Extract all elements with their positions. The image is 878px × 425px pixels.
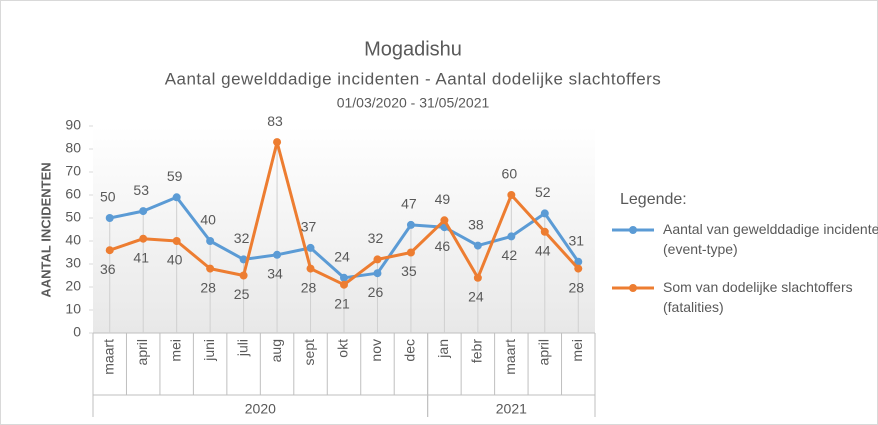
data-label: 21 xyxy=(334,295,350,311)
x-tick-label: dec xyxy=(402,339,418,362)
y-tick-label: 70 xyxy=(65,163,81,179)
group-label: 2020 xyxy=(245,401,276,417)
y-tick-label: 60 xyxy=(65,186,81,202)
data-label: 41 xyxy=(133,249,149,265)
data-point xyxy=(540,227,549,236)
data-point xyxy=(373,269,382,278)
data-point xyxy=(273,138,282,147)
x-tick-label: april xyxy=(134,339,150,365)
data-label: 38 xyxy=(468,216,484,232)
data-label: 42 xyxy=(502,247,518,263)
data-label: 49 xyxy=(435,191,451,207)
data-label: 46 xyxy=(435,238,451,254)
group-label: 2021 xyxy=(496,401,527,417)
y-tick-label: 0 xyxy=(73,324,81,340)
data-point xyxy=(373,255,382,264)
data-point xyxy=(139,234,148,243)
data-point xyxy=(306,243,315,252)
data-point xyxy=(574,257,583,266)
legend-label-line: (fatalities) xyxy=(663,299,724,315)
data-label: 40 xyxy=(167,252,183,268)
data-point xyxy=(574,264,583,273)
data-label: 31 xyxy=(568,232,584,248)
data-point xyxy=(105,214,114,222)
data-label: 28 xyxy=(568,279,584,295)
chart-subtitle: Aantal gewelddadige incidenten - Aantal … xyxy=(165,69,662,88)
data-point xyxy=(206,237,215,245)
legend-marker xyxy=(629,284,637,292)
data-label: 35 xyxy=(401,263,417,279)
x-tick-label: okt xyxy=(335,339,351,358)
data-label: 60 xyxy=(502,166,518,182)
data-label: 37 xyxy=(301,219,317,235)
data-label: 32 xyxy=(234,230,250,246)
data-point xyxy=(273,250,282,259)
data-label: 28 xyxy=(200,279,216,295)
data-label: 40 xyxy=(200,212,216,228)
legend-marker xyxy=(629,226,637,234)
data-label: 47 xyxy=(401,196,417,212)
x-tick-label: maart xyxy=(502,339,518,375)
data-label: 24 xyxy=(468,289,484,305)
y-axis-title: AANTAL INCIDENTEN xyxy=(38,162,53,297)
data-label: 32 xyxy=(368,230,384,246)
x-tick-label: april xyxy=(536,339,552,365)
chart-title: Mogadishu xyxy=(364,38,462,60)
data-label: 28 xyxy=(301,279,317,295)
data-label: 59 xyxy=(167,168,183,184)
data-label: 26 xyxy=(368,284,384,300)
data-point xyxy=(206,264,215,273)
y-tick-label: 90 xyxy=(65,117,81,133)
data-label: 53 xyxy=(133,182,149,198)
data-point xyxy=(306,264,315,273)
date-range: 01/03/2020 - 31/05/2021 xyxy=(337,95,490,111)
data-point xyxy=(540,209,549,218)
data-point xyxy=(239,271,248,280)
x-tick-label: maart xyxy=(100,339,116,375)
data-label: 25 xyxy=(234,286,250,302)
x-tick-label: aug xyxy=(268,339,284,362)
x-tick-label: febr xyxy=(469,339,485,363)
legend-label-line: (event-type) xyxy=(663,241,738,257)
y-tick-label: 50 xyxy=(65,209,81,225)
legend-title: Legende: xyxy=(620,191,687,208)
data-point xyxy=(139,207,148,216)
x-tick-label: jan xyxy=(435,339,451,359)
data-point xyxy=(473,241,482,250)
x-tick-label: mei xyxy=(167,339,183,362)
data-point xyxy=(340,273,348,282)
x-tick-label: juli xyxy=(234,339,250,357)
y-tick-label: 40 xyxy=(65,232,81,248)
x-tick-label: nov xyxy=(368,339,384,362)
y-tick-label: 20 xyxy=(65,278,81,294)
x-tick-label: juni xyxy=(201,339,217,362)
legend-label: Aantal van gewelddadige incidenten (event… xyxy=(663,221,878,257)
data-label: 52 xyxy=(535,184,551,200)
data-label: 36 xyxy=(100,261,116,277)
data-point xyxy=(172,237,181,245)
data-point xyxy=(406,220,415,229)
data-point xyxy=(473,273,482,282)
data-label: 34 xyxy=(267,266,283,282)
data-label: 83 xyxy=(267,113,283,129)
data-point xyxy=(440,216,449,225)
legend-label-line: Aantal van gewelddadige incidenten xyxy=(663,221,878,237)
data-point xyxy=(172,193,181,202)
data-label: 50 xyxy=(100,189,116,205)
y-tick-label: 10 xyxy=(65,301,81,317)
x-tick-label: sept xyxy=(301,339,317,366)
data-label: 24 xyxy=(334,249,350,265)
data-point xyxy=(105,246,114,255)
data-point xyxy=(507,191,516,199)
data-label: 44 xyxy=(535,243,551,259)
legend-label-line: Som van dodelijke slachtoffers xyxy=(663,279,853,295)
data-point xyxy=(406,248,415,257)
y-tick-label: 30 xyxy=(65,255,81,271)
x-tick-label: mei xyxy=(569,339,585,362)
y-tick-label: 80 xyxy=(65,140,81,156)
legend-label: Som van dodelijke slachtoffers (fatalitie… xyxy=(663,279,853,315)
data-point xyxy=(507,232,516,241)
data-point xyxy=(340,280,348,289)
